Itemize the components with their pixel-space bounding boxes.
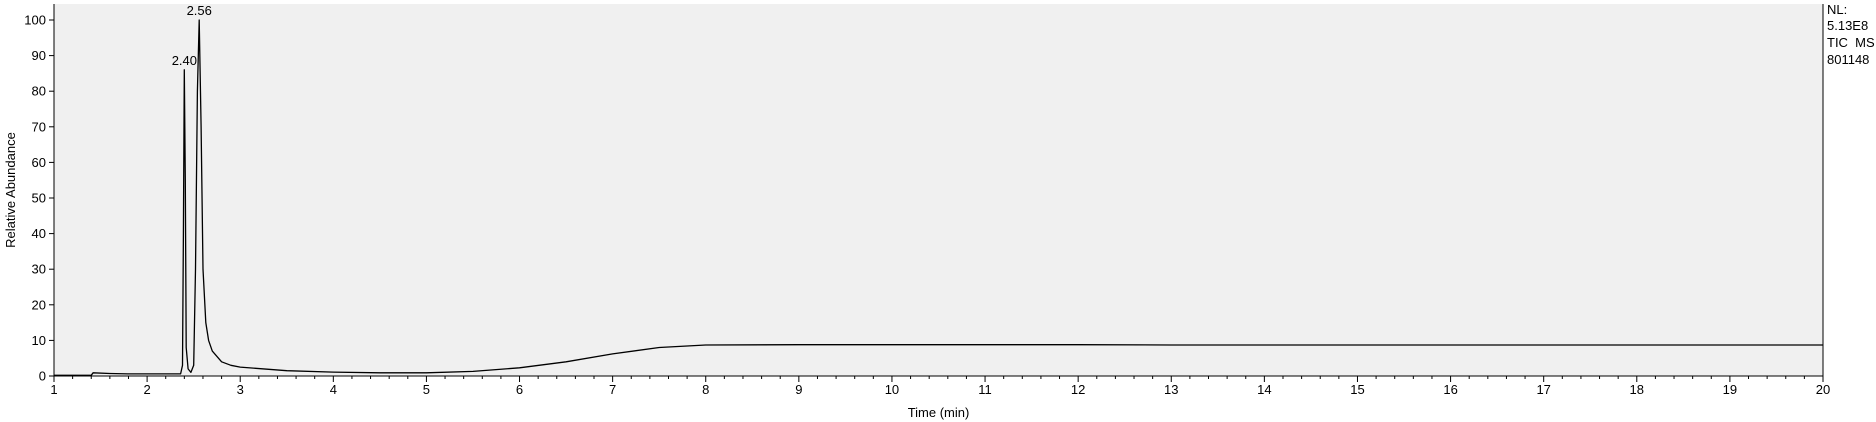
y-tick-label: 30 bbox=[32, 262, 46, 277]
x-tick-label: 20 bbox=[1816, 382, 1830, 397]
y-axis: 0 10 20 30 40 50 60 70 80 90 100 bbox=[24, 13, 54, 384]
x-tick-label: 1 bbox=[50, 382, 57, 397]
x-tick-label: 16 bbox=[1443, 382, 1457, 397]
x-tick-label: 19 bbox=[1723, 382, 1737, 397]
info-line: TIC MS bbox=[1827, 35, 1875, 50]
y-tick-label: 20 bbox=[32, 297, 46, 312]
peak-labels: 2.40 2.56 bbox=[172, 3, 212, 68]
peak-label: 2.40 bbox=[172, 53, 197, 68]
x-tick-label: 15 bbox=[1350, 382, 1364, 397]
info-line: NL: bbox=[1827, 2, 1847, 17]
x-tick-label: 14 bbox=[1257, 382, 1271, 397]
x-tick-label: 6 bbox=[516, 382, 523, 397]
y-tick-label: 10 bbox=[32, 333, 46, 348]
x-tick-label: 17 bbox=[1536, 382, 1550, 397]
x-tick-label: 8 bbox=[702, 382, 709, 397]
y-tick-label: 100 bbox=[24, 13, 46, 28]
x-tick-label: 10 bbox=[885, 382, 899, 397]
y-tick-label: 40 bbox=[32, 226, 46, 241]
y-tick-label: 90 bbox=[32, 48, 46, 63]
x-tick-label: 2 bbox=[143, 382, 150, 397]
x-tick-label: 9 bbox=[795, 382, 802, 397]
peak-label: 2.56 bbox=[187, 3, 212, 18]
tic-trace-line bbox=[54, 19, 1823, 376]
info-line: 5.13E8 bbox=[1827, 18, 1868, 33]
info-line: 801148 bbox=[1827, 52, 1869, 67]
y-tick-label: 70 bbox=[32, 119, 46, 134]
info-block: NL: 5.13E8 TIC MS 801148 bbox=[1827, 2, 1875, 67]
x-tick-label: 18 bbox=[1630, 382, 1644, 397]
x-tick-label: 4 bbox=[330, 382, 337, 397]
plot-background bbox=[54, 4, 1823, 376]
x-axis: 1 2 3 4 5 6 7 8 9 10 11 12 13 14 15 16 17 18 19 20 bbox=[50, 376, 1830, 397]
y-tick-label: 50 bbox=[32, 191, 46, 206]
x-tick-label: 3 bbox=[237, 382, 244, 397]
x-axis-title: Time (min) bbox=[908, 405, 970, 420]
x-tick-label: 5 bbox=[423, 382, 430, 397]
x-tick-label: 7 bbox=[609, 382, 616, 397]
y-tick-label: 60 bbox=[32, 155, 46, 170]
y-tick-label: 0 bbox=[39, 369, 46, 384]
y-tick-label: 80 bbox=[32, 84, 46, 99]
x-tick-label: 13 bbox=[1164, 382, 1178, 397]
x-tick-label: 11 bbox=[978, 382, 992, 397]
y-axis-title: Relative Abundance bbox=[3, 132, 18, 248]
x-tick-label: 12 bbox=[1071, 382, 1085, 397]
